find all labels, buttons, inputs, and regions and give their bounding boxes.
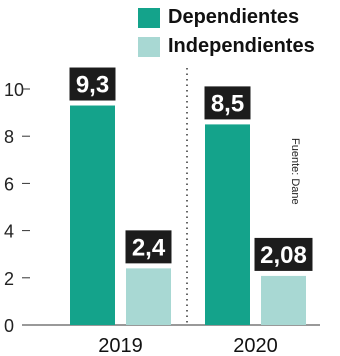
value-label-box (254, 237, 313, 271)
value-label-box (204, 86, 251, 120)
y-tick-label: 6 (4, 174, 14, 194)
bar-dependientes-2019 (70, 105, 115, 326)
y-tick-label: 8 (4, 127, 14, 147)
bar-dependientes-2020 (205, 124, 250, 326)
legend-item-independientes: Independientes (138, 35, 315, 58)
legend-label-dependientes: Dependientes (168, 6, 300, 28)
value-label: 2,08 (260, 242, 307, 269)
value-label: 9,3 (76, 72, 109, 99)
x-tick-label: 2020 (233, 335, 278, 356)
legend-label-independientes: Independientes (168, 35, 315, 57)
bar-independientes-2019 (126, 268, 171, 325)
value-label-box (125, 230, 172, 264)
y-tick-label: 4 (4, 222, 14, 242)
y-tick-label: 0 (4, 316, 14, 336)
value-label-box (69, 67, 116, 101)
value-label: 2,4 (132, 234, 166, 261)
y-tick-label: 2 (4, 269, 14, 289)
legend-swatch-dependientes (138, 7, 160, 28)
value-label: 8,5 (211, 90, 244, 117)
x-tick-label: 2019 (98, 335, 143, 356)
legend-swatch-independientes (138, 36, 160, 57)
legend-item-dependientes: Dependientes (138, 6, 299, 29)
source-note: Fuente: Dane (289, 138, 301, 205)
y-tick-label: 10 (4, 80, 24, 100)
bar-independientes-2020 (261, 275, 306, 325)
